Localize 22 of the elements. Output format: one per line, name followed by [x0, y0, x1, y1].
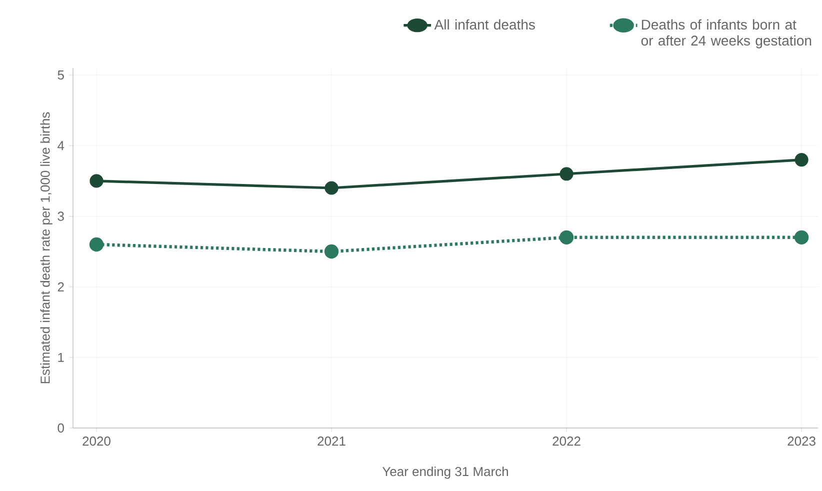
legend-label: All infant deaths — [434, 19, 535, 30]
legend-label: Deaths of infants born at or after 24 weeks gestation — [641, 19, 812, 48]
y-tick-label: 0 — [58, 423, 64, 433]
y-axis-title: Estimated infant death rate per 1,000 live births — [40, 112, 52, 384]
y-tick-label: 5 — [58, 70, 64, 80]
y-tick-label: 4 — [58, 141, 64, 150]
y-tick-label: 2 — [58, 282, 64, 292]
x-axis-title: Year ending 31 March — [382, 466, 508, 479]
point — [560, 167, 574, 181]
y-tick-label: 1 — [58, 352, 64, 362]
y-tick-label: 3 — [58, 212, 64, 221]
x-tick-label: 2023 — [788, 436, 816, 446]
x-tick-label: 2020 — [82, 436, 110, 446]
point — [794, 230, 809, 245]
point — [90, 174, 104, 188]
x-tick-label: 2022 — [552, 436, 580, 446]
x-tick-label: 2021 — [318, 436, 346, 446]
point — [559, 230, 574, 245]
point — [89, 237, 104, 252]
point — [324, 181, 338, 195]
point — [324, 244, 339, 259]
point — [794, 152, 808, 167]
